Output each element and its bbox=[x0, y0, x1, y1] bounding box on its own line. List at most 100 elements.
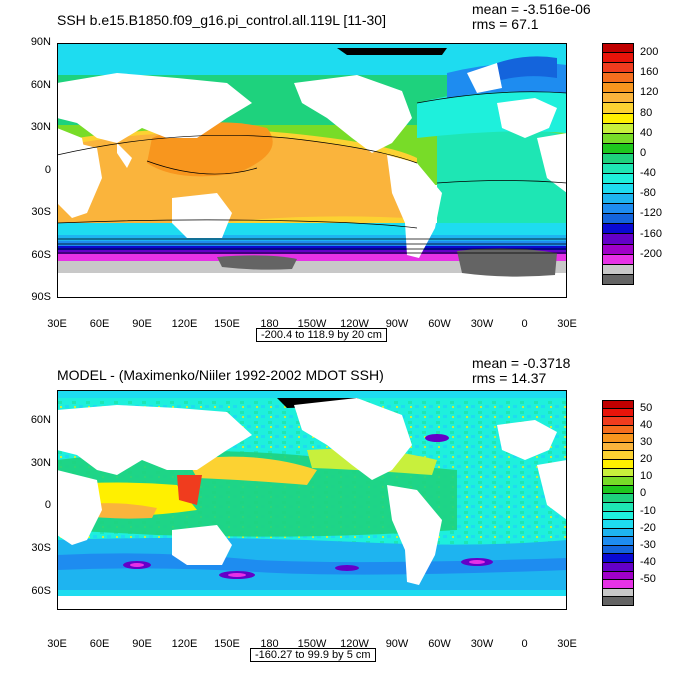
colorbar-swatch bbox=[602, 400, 634, 409]
colorbar-swatch bbox=[602, 214, 634, 225]
colorbar-label: 20 bbox=[640, 453, 653, 466]
ssh-colorbar bbox=[602, 43, 634, 285]
colorbar-swatch bbox=[602, 274, 634, 285]
colorbar-label: -200 bbox=[640, 247, 663, 260]
colorbar-label: 10 bbox=[640, 470, 653, 483]
colorbar-swatch bbox=[602, 184, 634, 195]
colorbar-label: 40 bbox=[640, 418, 653, 431]
colorbar-label: -10 bbox=[640, 504, 656, 517]
x-tick-label: 60W bbox=[428, 638, 451, 650]
x-tick-label: 120W bbox=[340, 638, 369, 650]
colorbar-swatch bbox=[602, 264, 634, 275]
x-tick-label: 90W bbox=[385, 318, 409, 330]
colorbar-label: -80 bbox=[640, 187, 656, 200]
colorbar-label: 80 bbox=[640, 106, 653, 119]
x-tick-label: 90E bbox=[132, 318, 152, 330]
colorbar-swatch bbox=[602, 163, 634, 175]
x-tick-label: 60E bbox=[89, 318, 110, 330]
contour-info-box: -160.27 to 99.9 by 5 cm bbox=[250, 648, 376, 662]
ssh-panel: SSH b.e15.B1850.f09_g16.pi_control.all.1… bbox=[30, 2, 663, 342]
x-tick-label: 30W bbox=[470, 318, 494, 330]
colorbar-label: 200 bbox=[640, 46, 659, 59]
y-tick-label: 0 bbox=[44, 163, 51, 176]
x-tick-label: 30E bbox=[47, 318, 67, 330]
y-tick-label: 90S bbox=[31, 291, 51, 303]
colorbar-swatch bbox=[602, 103, 634, 114]
y-tick-label: 60S bbox=[31, 584, 51, 597]
colorbar-swatch bbox=[602, 528, 634, 538]
colorbar-swatch bbox=[602, 554, 634, 563]
colorbar-label: 40 bbox=[640, 126, 653, 139]
colorbar-label: -50 bbox=[640, 573, 656, 586]
x-tick-label: 60E bbox=[89, 638, 110, 650]
colorbar-swatch bbox=[602, 502, 634, 512]
x-tick-label: 0 bbox=[521, 318, 528, 330]
colorbar-swatch bbox=[602, 425, 634, 435]
colorbar-swatch bbox=[602, 133, 634, 144]
model-diff-colorbar bbox=[602, 400, 634, 606]
y-tick-label: 30N bbox=[30, 456, 51, 469]
x-tick-label: 150E bbox=[214, 638, 240, 650]
y-tick-label: 60N bbox=[30, 78, 51, 91]
colorbar-swatch bbox=[602, 143, 634, 154]
colorbar-label: -160 bbox=[640, 227, 663, 240]
x-tick-label: 30E bbox=[47, 638, 67, 650]
colorbar-swatch bbox=[602, 597, 634, 606]
colorbar-swatch bbox=[602, 174, 634, 185]
x-tick-label: 30W bbox=[470, 638, 494, 650]
x-tick-label: 30E bbox=[557, 318, 577, 330]
colorbar-swatch bbox=[602, 153, 634, 164]
colorbar-label: -40 bbox=[640, 556, 656, 569]
colorbar-swatch bbox=[602, 571, 634, 581]
colorbar-swatch bbox=[602, 244, 634, 255]
x-tick-label: 30E bbox=[557, 638, 577, 650]
x-tick-label: 120W bbox=[340, 318, 369, 330]
colorbar-swatch bbox=[602, 224, 634, 235]
colorbar-swatch bbox=[602, 417, 634, 426]
colorbar-label: -20 bbox=[640, 521, 656, 534]
y-tick-label: 60N bbox=[30, 414, 51, 427]
colorbar-label: 120 bbox=[640, 86, 659, 99]
colorbar-swatch bbox=[602, 73, 634, 84]
colorbar-swatch bbox=[602, 254, 634, 265]
colorbar-label: -40 bbox=[640, 167, 656, 180]
rms-stat: rms = 14.37 bbox=[472, 370, 547, 386]
colorbar-swatch bbox=[602, 204, 634, 215]
colorbar-swatch bbox=[602, 53, 634, 64]
rms-stat: rms = 67.1 bbox=[472, 16, 539, 32]
x-tick-label: 150W bbox=[297, 318, 327, 330]
ssh-map bbox=[57, 43, 567, 298]
colorbar-swatch bbox=[602, 442, 634, 452]
colorbar-swatch bbox=[602, 494, 634, 503]
colorbar-swatch bbox=[602, 83, 634, 94]
colorbar-swatch bbox=[602, 580, 634, 589]
colorbar-swatch bbox=[602, 477, 634, 486]
colorbar-swatch bbox=[602, 43, 634, 54]
x-tick-label: 180 bbox=[260, 318, 279, 330]
colorbar-swatch bbox=[602, 194, 634, 205]
colorbar-swatch bbox=[602, 93, 634, 104]
mean-stat: mean = -0.3718 bbox=[472, 355, 571, 371]
colorbar-swatch bbox=[602, 63, 634, 74]
colorbar-swatch bbox=[602, 537, 634, 546]
colorbar-swatch bbox=[602, 434, 634, 443]
colorbar-swatch bbox=[602, 451, 634, 461]
colorbar-swatch bbox=[602, 460, 634, 469]
colorbar-swatch bbox=[602, 468, 634, 478]
colorbar-swatch bbox=[602, 408, 634, 418]
x-tick-label: 120E bbox=[171, 638, 198, 650]
colorbar-swatch bbox=[602, 588, 634, 598]
y-tick-label: 60S bbox=[31, 248, 51, 261]
y-tick-label: 30S bbox=[31, 541, 51, 554]
model-diff-map bbox=[57, 390, 567, 610]
colorbar-label: -30 bbox=[640, 538, 656, 551]
colorbar-label: 0 bbox=[640, 146, 647, 159]
colorbar-swatch bbox=[602, 520, 634, 529]
model-diff-panel: MODEL - (Maximenko/Niiler 1992-2002 MDOT… bbox=[0, 350, 700, 700]
colorbar-label: -120 bbox=[640, 207, 663, 220]
colorbar-swatch bbox=[602, 545, 634, 555]
colorbar-swatch bbox=[602, 511, 634, 521]
colorbar-swatch bbox=[602, 113, 634, 124]
x-tick-label: 180 bbox=[260, 638, 279, 650]
x-tick-label: 90E bbox=[132, 638, 152, 650]
